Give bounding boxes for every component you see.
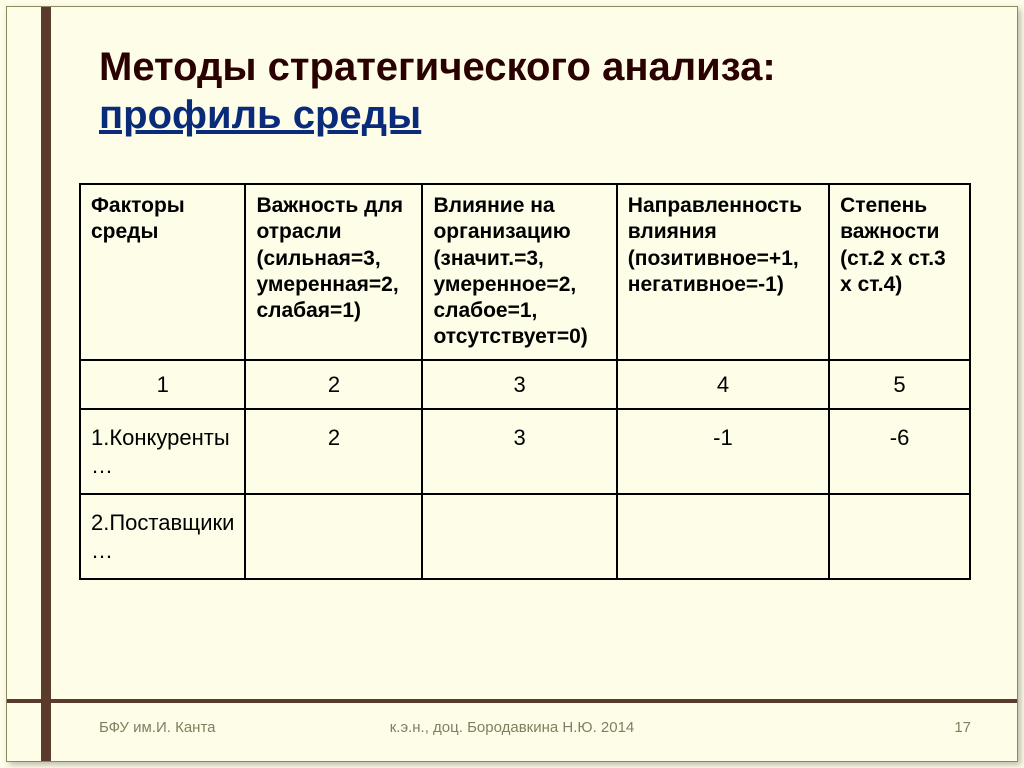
colnum-5: 5 <box>829 360 970 410</box>
table-number-row: 1 2 3 4 5 <box>80 360 970 410</box>
colnum-4: 4 <box>617 360 829 410</box>
cell-degree <box>829 494 970 579</box>
title-line1: Методы стратегического анализа: <box>99 45 776 89</box>
colnum-1: 1 <box>80 360 245 410</box>
table-header-row: Факторы среды Важность для отрасли (силь… <box>80 184 970 360</box>
colnum-2: 2 <box>245 360 422 410</box>
colnum-3: 3 <box>422 360 616 410</box>
footer-center: к.э.н., доц. Бородавкина Н.Ю. 2014 <box>7 719 1017 736</box>
footer-page-number: 17 <box>954 719 971 736</box>
col-header-factors: Факторы среды <box>80 184 245 360</box>
cell-factor: 1.Конкуренты … <box>80 409 245 494</box>
cell-direction: -1 <box>617 409 829 494</box>
col-header-direction: Направленность влияния (позитивное=+1, н… <box>617 184 829 360</box>
slide-frame: Методы стратегического анализа: профиль … <box>6 6 1018 762</box>
col-header-influence: Влияние на организацию (значит.=3, умере… <box>422 184 616 360</box>
title-line2: профиль среды <box>99 93 421 137</box>
accent-horizontal-bar <box>7 699 1017 703</box>
cell-direction <box>617 494 829 579</box>
col-header-degree: Степень важности (ст.2 х ст.3 х ст.4) <box>829 184 970 360</box>
cell-influence <box>422 494 616 579</box>
table-row: 2.Поставщики … <box>80 494 970 579</box>
cell-factor: 2.Поставщики … <box>80 494 245 579</box>
slide-title: Методы стратегического анализа: профиль … <box>99 43 977 139</box>
cell-importance: 2 <box>245 409 422 494</box>
accent-vertical-bar <box>41 7 51 761</box>
col-header-importance: Важность для отрасли (сильная=3, умеренн… <box>245 184 422 360</box>
cell-degree: -6 <box>829 409 970 494</box>
cell-influence: 3 <box>422 409 616 494</box>
profile-table: Факторы среды Важность для отрасли (силь… <box>79 183 971 580</box>
cell-importance <box>245 494 422 579</box>
table-row: 1.Конкуренты … 2 3 -1 -6 <box>80 409 970 494</box>
